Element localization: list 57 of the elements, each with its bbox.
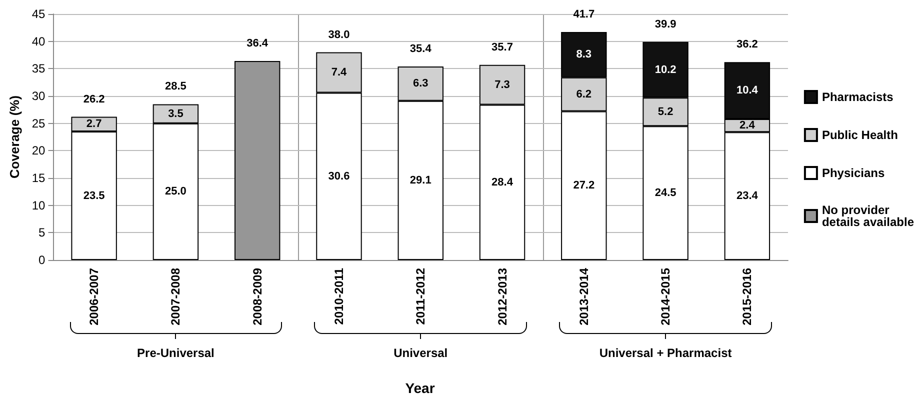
data-label: 25.0 (164, 186, 186, 198)
total-label: 39.9 (654, 18, 676, 30)
data-label: 2.4 (740, 120, 756, 132)
text: Universal + Pharmacist (598, 346, 733, 360)
y-tick-label: 30 (32, 89, 46, 103)
x-tick-label: 2013-2014 (576, 268, 591, 326)
legend-label: Public Health (822, 128, 898, 142)
total-label: 26.2 (83, 93, 105, 106)
text: Pre-Universal (136, 346, 216, 360)
y-tick-label: 20 (32, 144, 46, 158)
legend-label: Pharmacists (822, 90, 894, 104)
data-label: 7.3 (494, 78, 510, 91)
data-label: 6.2 (576, 88, 592, 100)
total-label: 38.0 (328, 28, 350, 41)
total-label: 41.7 (573, 8, 595, 21)
x-tick-label: 2008-2009 (250, 268, 264, 326)
bar (234, 61, 280, 260)
x-tick-label: 2007-2008 (168, 268, 183, 326)
y-tick-label: 0 (38, 253, 46, 267)
legend-label: Physicians (822, 166, 885, 180)
x-tick-label: 2012-2013 (495, 268, 510, 326)
data-label: 6.3 (412, 78, 428, 90)
y-tick-label: 10 (32, 198, 46, 212)
total-label: 36.4 (246, 38, 269, 50)
text: Universal (392, 346, 449, 360)
x-tick-label: 2010-2011 (332, 268, 346, 325)
data-label: 3.5 (168, 108, 184, 120)
y-tick-label: 40 (32, 34, 46, 48)
y-tick-label: 25 (32, 116, 46, 130)
total-label: 35.7 (492, 41, 513, 54)
data-label: 30.6 (328, 170, 350, 182)
data-label: 8.3 (576, 48, 592, 61)
data-label: 7.4 (331, 66, 348, 78)
total-label: 36.2 (736, 38, 758, 51)
data-label: 2.7 (86, 118, 102, 130)
y-tick-label: 45 (32, 7, 46, 21)
y-tick-label: 15 (32, 171, 46, 185)
data-label: 28.4 (492, 176, 514, 188)
data-label: 10.2 (654, 64, 676, 76)
legend-label: No provider details available (822, 203, 914, 229)
data-label: 23.5 (83, 190, 105, 202)
data-label: 5.2 (658, 106, 674, 118)
x-tick-label: 2015-2016 (740, 268, 754, 326)
data-label: 10.4 (736, 84, 759, 97)
data-label: 24.5 (654, 187, 676, 200)
x-tick-label: 2014-2015 (658, 268, 673, 326)
total-label: 35.4 (410, 42, 432, 55)
total-label: 28.5 (164, 80, 186, 93)
data-label: 23.4 (736, 190, 759, 202)
x-tick-label: 2011-2012 (414, 268, 428, 325)
y-axis-title: Coverage (%) (7, 95, 22, 179)
data-label: 29.1 (410, 174, 432, 186)
y-tick-label: 5 (38, 226, 46, 240)
y-tick-label: 35 (32, 62, 46, 76)
x-axis-title: Year (404, 380, 436, 396)
x-tick-label: 2006-2007 (87, 268, 102, 326)
data-label: 27.2 (573, 180, 595, 192)
